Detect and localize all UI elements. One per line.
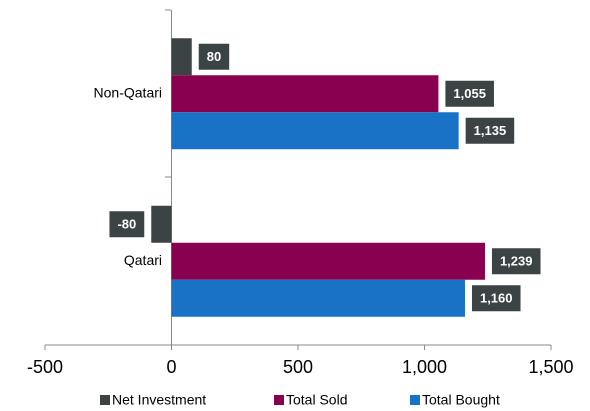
- x-tick-label: 500: [283, 357, 313, 377]
- category-label: Qatari: [124, 252, 162, 268]
- value-label: 1,055: [453, 86, 486, 101]
- legend-swatch: [410, 395, 420, 405]
- value-label-box: [471, 285, 521, 312]
- legend-label: Total Sold: [286, 392, 347, 408]
- value-label: 80: [207, 49, 221, 64]
- legend-label: Total Bought: [422, 392, 500, 408]
- x-tick-label: -500: [27, 357, 63, 377]
- x-tick-label: 1,500: [528, 357, 573, 377]
- bar: [171, 242, 485, 280]
- value-label-box: [465, 117, 515, 144]
- legend-label: Net Investment: [112, 392, 206, 408]
- bar: [171, 279, 465, 317]
- bar: [171, 75, 439, 113]
- value-label: 1,239: [500, 254, 533, 269]
- value-label: 1,160: [480, 291, 513, 306]
- value-label-box: [445, 80, 494, 107]
- category-label: Non-Qatari: [94, 84, 162, 100]
- value-label-box: [198, 43, 230, 70]
- bar: [151, 205, 172, 243]
- legend-swatch: [100, 395, 110, 405]
- value-label: -80: [117, 217, 136, 232]
- bar: [171, 38, 192, 76]
- value-label-box: [491, 248, 541, 275]
- legend-swatch: [274, 395, 284, 405]
- value-label-box: [109, 211, 145, 238]
- x-tick-label: 0: [166, 357, 176, 377]
- x-tick-label: 1,000: [402, 357, 447, 377]
- value-label: 1,135: [474, 123, 507, 138]
- bar: [171, 112, 459, 150]
